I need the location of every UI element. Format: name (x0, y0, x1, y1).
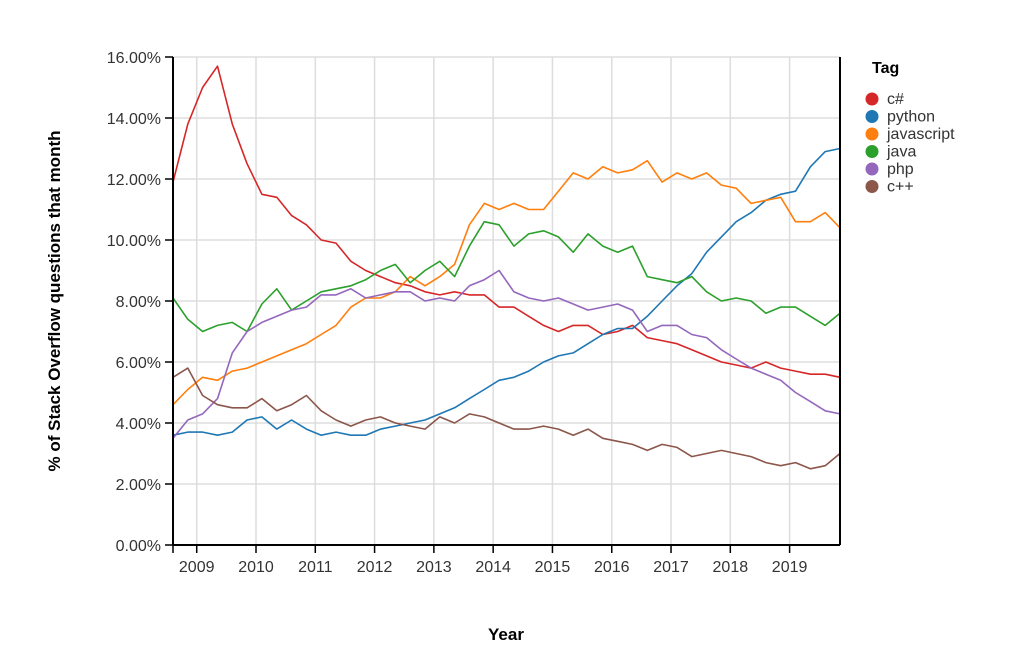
y-tick-label: 4.00% (116, 416, 161, 433)
x-tick-label: 2018 (713, 559, 749, 576)
y-tick-label: 14.00% (107, 111, 161, 128)
legend-swatch (865, 180, 879, 193)
legend-label: c++ (887, 179, 914, 196)
x-tick-label: 2014 (475, 559, 511, 576)
x-tick-label: 2016 (594, 559, 630, 576)
y-tick-label: 12.00% (107, 172, 161, 189)
legend-swatch (865, 110, 879, 123)
x-tick-label: 2011 (298, 559, 333, 576)
x-tick-label: 2015 (535, 559, 571, 576)
legend-label: javascript (886, 126, 955, 143)
y-tick-label: 6.00% (116, 355, 161, 372)
x-tick-label: 2019 (772, 559, 808, 576)
y-tick-label: 16.00% (107, 50, 161, 67)
y-axis-title: % of Stack Overflow questions that month (45, 131, 64, 472)
x-tick-label: 2012 (357, 559, 393, 576)
legend-swatch (865, 162, 879, 176)
legend-label: c# (887, 91, 904, 108)
y-tick-label: 0.00% (116, 538, 161, 555)
grid-lines (173, 56, 840, 546)
legend-label: python (887, 109, 935, 126)
series-line-javascript (172, 159, 841, 406)
legend-swatch (865, 127, 879, 141)
y-tick-label: 10.00% (107, 233, 161, 250)
legend-title: Tag (872, 60, 899, 77)
x-axis-title: Year (488, 625, 524, 644)
x-tick-label: 2013 (416, 559, 452, 576)
legend-swatch (865, 145, 879, 158)
legend-swatch (865, 92, 879, 106)
y-tick-label: 8.00% (116, 294, 161, 311)
legend-label: php (887, 161, 914, 178)
series-line-python (172, 147, 841, 437)
data-lines (172, 65, 841, 470)
series-line-java (172, 220, 841, 333)
x-tick-label: 2017 (653, 559, 689, 576)
series-line-csharp (172, 65, 841, 379)
series-line-php (172, 269, 841, 439)
y-tick-label: 2.00% (116, 477, 161, 494)
series-line-cplusplus (172, 367, 841, 470)
axes: 0.00% 2.00% 4.00% 6.00% 8.00% 10.00% 12.00% 14.… (107, 50, 841, 576)
legend-label: java (886, 144, 916, 161)
x-tick-label: 2009 (179, 559, 215, 576)
x-tick-label: 2010 (238, 559, 274, 576)
